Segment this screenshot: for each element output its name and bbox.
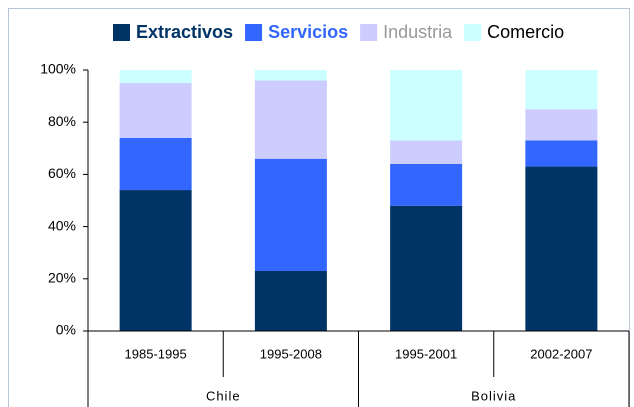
legend-label: Extractivos (136, 22, 233, 42)
x-tick-label: 2002-2007 (530, 346, 592, 361)
x-tick-label: 1995-2001 (395, 346, 457, 361)
y-tick-label: 40% (48, 217, 76, 233)
bar-segment (525, 166, 598, 331)
chart-frame (8, 8, 630, 407)
bar-segment (254, 70, 327, 81)
bar-segment (525, 140, 598, 167)
bar-segment (254, 80, 327, 159)
y-tick-label: 100% (40, 61, 76, 77)
y-tick-label: 20% (48, 270, 76, 286)
bar-segment (254, 270, 327, 331)
legend-label: Comercio (487, 22, 564, 42)
x-tick-label: 1995-2008 (260, 346, 322, 361)
bar-segment (390, 205, 463, 331)
legend-swatch (113, 24, 130, 41)
bar-segment (390, 70, 463, 141)
bar-segment (390, 163, 463, 206)
x-tick-label: 1985-1995 (125, 346, 187, 361)
bar-segment (390, 140, 463, 164)
group-label: Chile (206, 388, 241, 403)
bar-segment (525, 70, 598, 110)
bar-segment (119, 70, 192, 84)
bar-segment (119, 83, 192, 138)
bar-segment (119, 190, 192, 331)
y-tick-label: 80% (48, 113, 76, 129)
bar-segment (119, 137, 192, 191)
legend-swatch (245, 24, 263, 41)
bar-segment (525, 109, 598, 141)
y-tick-label: 60% (48, 165, 76, 181)
legend-label: Industria (383, 22, 453, 42)
y-tick-label: 0% (56, 322, 76, 338)
bar-segment (254, 158, 327, 271)
group-label: Bolivia (471, 388, 516, 403)
legend-swatch (464, 24, 482, 41)
legend-swatch (360, 24, 378, 41)
legend-label: Servicios (268, 22, 348, 42)
